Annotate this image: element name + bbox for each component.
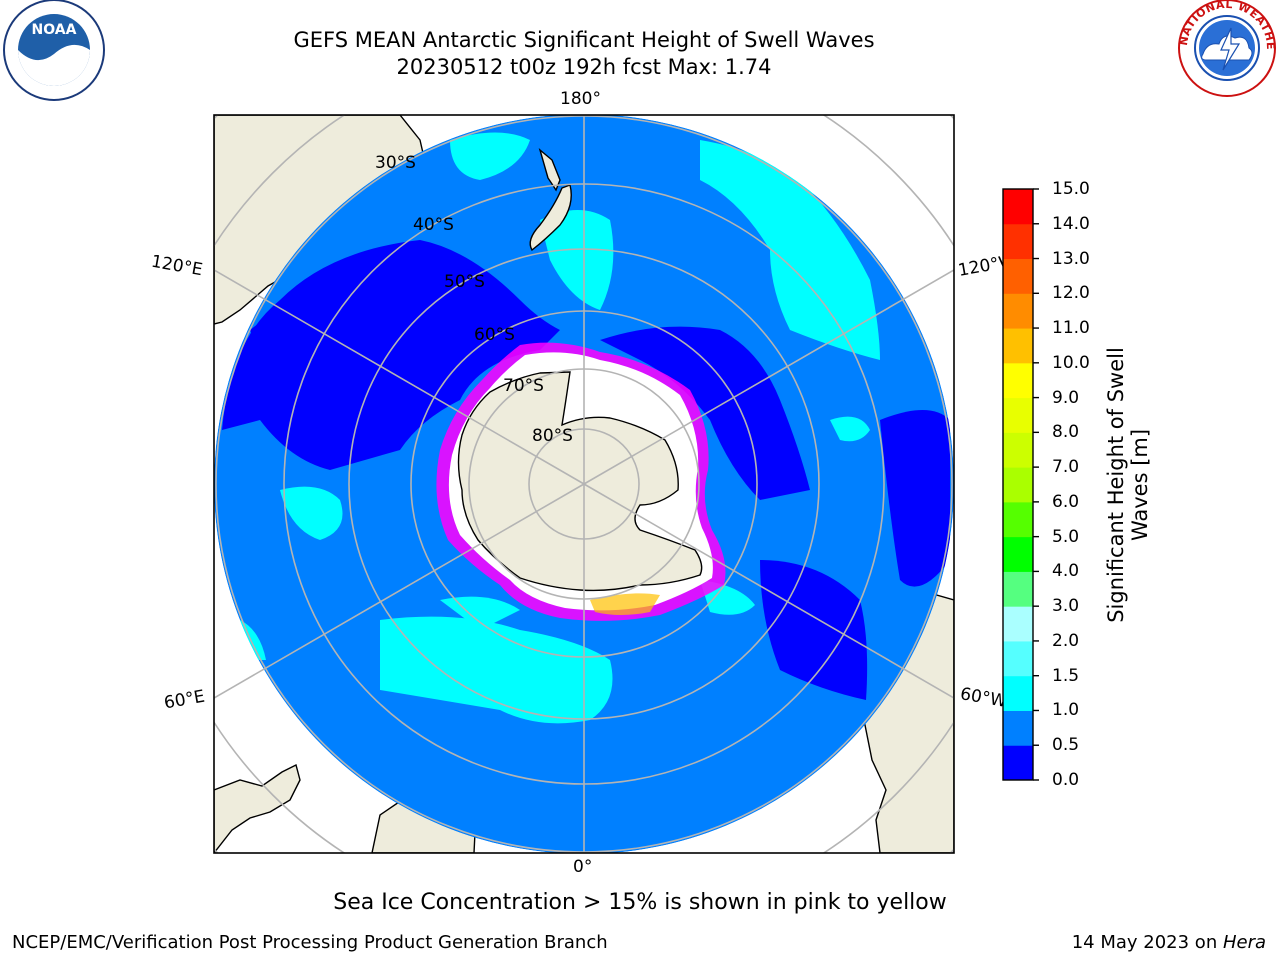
colorbar-tick-marks (1033, 188, 1039, 781)
colorbar-band (1003, 640, 1033, 677)
colorbar-tick-label: 7.0 (1052, 457, 1080, 478)
noaa-logo-text: NOAA (32, 22, 77, 38)
colorbar-tick-label: 0.0 (1052, 770, 1080, 790)
lat-label-50s: 50°S (444, 272, 485, 292)
colorbar-band (1003, 293, 1033, 329)
colorbar-band (1003, 189, 1033, 225)
colorbar-band (1003, 745, 1033, 781)
colorbar-band (1003, 432, 1033, 468)
high-swell-regions (240, 132, 880, 724)
map-grid (214, 115, 954, 853)
colorbar-label-line2: Waves [m] (1128, 428, 1152, 542)
lat-label-60s: 60°S (474, 325, 515, 345)
noaa-logo: NOAA (3, 0, 105, 101)
lat-label-30s: 30°S (375, 153, 416, 173)
colorbar-band (1003, 328, 1033, 364)
colorbar-band (1003, 223, 1033, 260)
lon-label-bottom: 0° (573, 857, 593, 877)
colorbar-tick-label: 2.0 (1052, 630, 1080, 651)
colorbar-tick-label: 1.5 (1052, 665, 1080, 686)
colorbar-band (1003, 710, 1033, 746)
colorbar-tick-label: 9.0 (1052, 387, 1080, 408)
footer-date-text: 14 May 2023 on (1071, 932, 1223, 953)
lat-label-80s: 80°S (532, 426, 573, 446)
colorbar-band (1003, 467, 1033, 503)
colorbar-tick-label: 5.0 (1052, 526, 1080, 547)
sea-ice-yellow-patch (590, 593, 660, 615)
colorbar-band (1003, 397, 1033, 433)
lon-label-top: 180° (560, 89, 601, 109)
latitude-labels: 30°S 40°S 50°S 60°S 70°S 80°S (375, 153, 573, 446)
lat-label-70s: 70°S (503, 376, 544, 396)
colorbar-tick-label: 0.5 (1052, 735, 1080, 756)
colorbar-tick-label: 10.0 (1052, 352, 1090, 373)
colorbar-band (1003, 258, 1033, 294)
colorbar-band (1003, 536, 1033, 572)
colorbar-tick-label: 3.0 (1052, 596, 1080, 617)
colorbar-label-line1: Significant Height of Swell (1104, 347, 1128, 623)
footer-host: Hera (1222, 932, 1266, 953)
colorbar-tick-label: 15.0 (1052, 179, 1090, 199)
colorbar-tick-label: 6.0 (1052, 491, 1080, 512)
colorbar-band (1003, 362, 1033, 399)
colorbar-tick-label: 12.0 (1052, 283, 1090, 304)
colorbar-band (1003, 675, 1033, 711)
colorbar-tick-label: 4.0 (1052, 561, 1080, 582)
colorbar-label-text: Significant Height of Swell Waves [m] (1104, 347, 1152, 623)
footer-branch: NCEP/EMC/Verification Post Processing Pr… (12, 932, 608, 953)
sea-ice-caption: Sea Ice Concentration > 15% is shown in … (333, 890, 947, 915)
colorbar-tick-label: 1.0 (1052, 700, 1080, 721)
new-zealand-land (529, 148, 572, 252)
colorbar-frame (1002, 188, 1034, 781)
map-frame (213, 114, 955, 854)
footer-date: 14 May 2023 on Hera (1072, 932, 1266, 953)
lat-label-40s: 40°S (413, 215, 454, 235)
colorbar-band (1003, 501, 1033, 538)
chart-title: GEFS MEAN Antarctic Significant Height o… (293, 28, 875, 52)
nws-logo: NATIONAL WEATHER SERVICE (1177, 0, 1277, 97)
colorbar-bands (1003, 189, 1033, 781)
colorbar-tick-label: 8.0 (1052, 422, 1080, 443)
colorbar-band (1003, 571, 1033, 607)
colorbar-band (1003, 606, 1033, 642)
colorbar-tick-label: 11.0 (1052, 318, 1090, 339)
africa-land (214, 763, 301, 853)
colorbar-tick-label: 14.0 (1052, 213, 1090, 234)
chart-subtitle: 20230512 t00z 192h fcst Max: 1.74 (396, 55, 772, 79)
colorbar-tick-label: 13.0 (1052, 248, 1090, 269)
